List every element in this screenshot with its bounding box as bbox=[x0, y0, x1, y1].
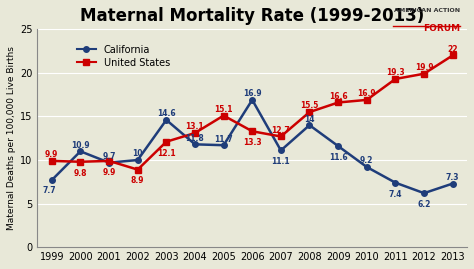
Text: 9.9: 9.9 bbox=[45, 150, 58, 159]
Text: AMERICAN ACTION: AMERICAN ACTION bbox=[393, 8, 460, 13]
Text: 7.3: 7.3 bbox=[446, 173, 459, 182]
California bbox=[450, 182, 456, 185]
Text: 12.1: 12.1 bbox=[157, 148, 176, 158]
California bbox=[249, 98, 255, 101]
Text: 12.7: 12.7 bbox=[272, 126, 290, 135]
United States bbox=[135, 168, 140, 171]
United States bbox=[164, 140, 169, 143]
Text: 13.3: 13.3 bbox=[243, 138, 262, 147]
Text: 8.9: 8.9 bbox=[131, 176, 145, 185]
Text: 19.3: 19.3 bbox=[386, 68, 405, 77]
Text: 7.7: 7.7 bbox=[42, 186, 56, 195]
Text: 16.6: 16.6 bbox=[329, 92, 347, 101]
United States bbox=[192, 131, 198, 134]
California bbox=[78, 150, 83, 153]
Text: 11.8: 11.8 bbox=[186, 134, 204, 143]
Text: 9.8: 9.8 bbox=[73, 169, 87, 178]
Title: Maternal Mortality Rate (1999-2013): Maternal Mortality Rate (1999-2013) bbox=[80, 7, 424, 25]
United States bbox=[221, 114, 227, 117]
United States bbox=[392, 77, 398, 81]
California bbox=[335, 144, 341, 148]
Text: 22: 22 bbox=[447, 45, 458, 54]
Text: FORUM: FORUM bbox=[423, 24, 460, 33]
California bbox=[164, 118, 169, 122]
Line: United States: United States bbox=[49, 53, 456, 172]
Text: 15.5: 15.5 bbox=[301, 101, 319, 111]
California bbox=[135, 158, 140, 162]
Text: 19.9: 19.9 bbox=[415, 63, 433, 72]
Text: 14.6: 14.6 bbox=[157, 109, 176, 118]
Text: 10.9: 10.9 bbox=[71, 141, 90, 150]
California bbox=[364, 165, 370, 169]
United States bbox=[49, 159, 55, 162]
California bbox=[49, 178, 55, 182]
United States bbox=[78, 160, 83, 163]
California bbox=[392, 181, 398, 184]
Text: 11.7: 11.7 bbox=[214, 134, 233, 144]
United States bbox=[307, 111, 312, 114]
Text: 9.9: 9.9 bbox=[102, 168, 116, 177]
United States bbox=[106, 159, 112, 162]
California bbox=[278, 149, 284, 152]
Text: 10: 10 bbox=[132, 149, 143, 158]
Text: 11.1: 11.1 bbox=[272, 157, 290, 166]
Text: 6.2: 6.2 bbox=[417, 200, 431, 209]
Text: 11.6: 11.6 bbox=[329, 153, 347, 162]
California bbox=[192, 143, 198, 146]
Text: 13.1: 13.1 bbox=[186, 122, 204, 131]
Legend: California, United States: California, United States bbox=[77, 45, 170, 68]
Text: 14: 14 bbox=[304, 115, 315, 123]
Text: 15.1: 15.1 bbox=[214, 105, 233, 114]
California bbox=[307, 123, 312, 127]
United States bbox=[450, 54, 456, 57]
Text: 16.9: 16.9 bbox=[243, 89, 262, 98]
Text: 7.4: 7.4 bbox=[389, 190, 402, 199]
California bbox=[421, 192, 427, 195]
Line: California: California bbox=[49, 97, 456, 196]
United States bbox=[278, 135, 284, 138]
Text: 9.7: 9.7 bbox=[102, 152, 116, 161]
United States bbox=[335, 101, 341, 104]
United States bbox=[364, 98, 370, 101]
Text: 16.9: 16.9 bbox=[357, 89, 376, 98]
Y-axis label: Maternal Deaths per 100,000 Live Births: Maternal Deaths per 100,000 Live Births bbox=[7, 46, 16, 230]
United States bbox=[249, 130, 255, 133]
California bbox=[221, 144, 227, 147]
California bbox=[106, 161, 112, 164]
United States bbox=[421, 72, 427, 75]
Text: 9.2: 9.2 bbox=[360, 156, 374, 165]
